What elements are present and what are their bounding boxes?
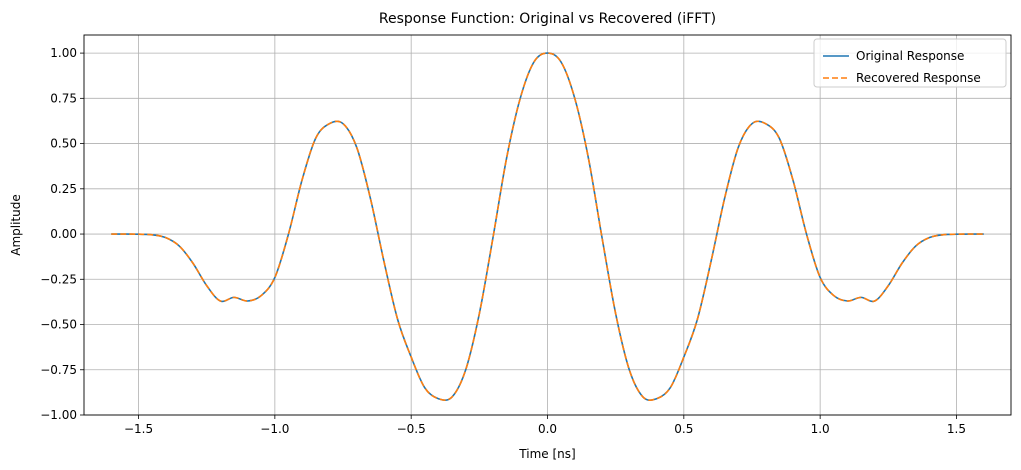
x-tick-label: 1.5 <box>947 422 966 436</box>
x-tick-label: −1.0 <box>260 422 289 436</box>
y-tick-label: 0.25 <box>50 182 77 196</box>
x-tick-label: −1.5 <box>124 422 153 436</box>
y-tick-label: 0.50 <box>50 137 77 151</box>
y-tick-label: −0.25 <box>40 272 77 286</box>
x-tick-label: 1.0 <box>811 422 830 436</box>
legend-label-recovered: Recovered Response <box>856 71 981 85</box>
x-axis-label: Time [ns] <box>518 447 575 461</box>
legend-box <box>813 38 1007 88</box>
series-layer <box>111 52 984 401</box>
chart-title: Response Function: Original vs Recovered… <box>379 11 716 27</box>
y-tick-label: 0.75 <box>50 91 77 105</box>
x-tick-label: 0.5 <box>674 422 693 436</box>
y-tick-label: 0.00 <box>50 227 77 241</box>
y-tick-label: −0.50 <box>40 318 77 332</box>
y-tick-label: −0.75 <box>40 363 77 377</box>
x-tick-label: −0.5 <box>397 422 426 436</box>
y-tick-label: 1.00 <box>50 46 77 60</box>
legend: Original Response Recovered Response <box>813 38 1007 88</box>
series-line-recovered <box>111 52 984 401</box>
ticks: −1.5 −1.0 −0.5 0.0 0.5 1.0 1.5 −1.00 −0.75 −0.50 −… <box>40 46 966 436</box>
legend-label-original: Original Response <box>856 49 964 63</box>
y-axis-label: Amplitude <box>9 194 23 256</box>
x-tick-label: 0.0 <box>538 422 557 436</box>
y-tick-label: −1.00 <box>40 408 77 422</box>
